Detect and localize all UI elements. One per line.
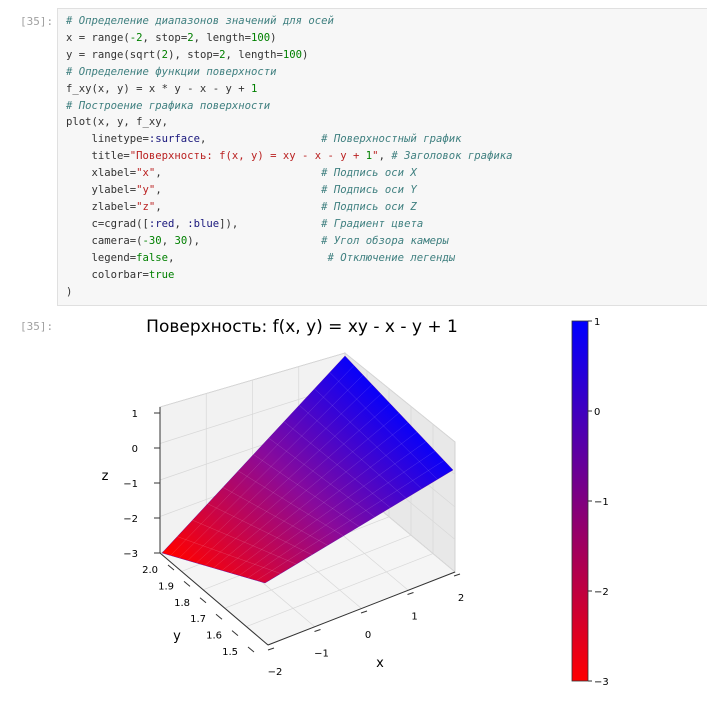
code-line: ) bbox=[66, 285, 73, 298]
z-tick-label: −3 bbox=[123, 549, 138, 560]
x-tick-label: 2 bbox=[458, 593, 464, 604]
code-line: # Определение функции поверхности bbox=[66, 65, 277, 78]
colorbar-tick-label: 1 bbox=[594, 317, 600, 328]
y-tick-label: 1.6 bbox=[206, 631, 222, 642]
z-tick-label: −1 bbox=[123, 479, 138, 490]
x-axis-line bbox=[267, 571, 456, 646]
code-line: plot(x, y, f_xy, bbox=[66, 116, 169, 129]
code-editor[interactable]: # Определение диапазонов значений для ос… bbox=[66, 13, 513, 300]
chart-title: Поверхность: f(x, y) = xy - x - y + 1 bbox=[146, 317, 458, 337]
code-line: f_xy(x, y) = x * y - x - y + 1 bbox=[66, 82, 258, 95]
code-cell-input[interactable]: # Определение диапазонов значений для ос… bbox=[57, 8, 707, 306]
colorbar bbox=[571, 320, 589, 682]
code-line: y = range(sqrt(2), stop=2, length=100) bbox=[66, 48, 309, 61]
output-prompt: [35]: bbox=[20, 320, 54, 333]
code-line: camera=(-30, 30), # Угол обзора камеры bbox=[66, 234, 449, 247]
input-prompt: [35]: bbox=[20, 15, 54, 28]
colorbar-tick-label: −1 bbox=[594, 497, 609, 508]
y-tick-label: 1.8 bbox=[174, 598, 190, 609]
z-tick-label: 1 bbox=[132, 409, 138, 420]
x-axis-label: x bbox=[376, 656, 384, 671]
code-line: ylabel="y", # Подпись оси Y bbox=[66, 184, 417, 197]
x-tick-label: −1 bbox=[314, 649, 329, 660]
y-axis-line bbox=[159, 552, 269, 646]
code-line: zlabel="z", # Подпись оси Z bbox=[66, 200, 417, 213]
y-tick-label: 2.0 bbox=[142, 565, 158, 576]
y-tick-label: 1.7 bbox=[190, 614, 206, 625]
surface-mesh bbox=[161, 355, 454, 584]
colorbar-tick-label: 0 bbox=[594, 407, 600, 418]
axes bbox=[159, 407, 456, 646]
code-line: title="Поверхность: f(x, y) = xy - x - y… bbox=[66, 150, 513, 163]
code-line: c=cgrad([:red, :blue]), # Градиент цвета bbox=[66, 217, 424, 230]
y-tick-label: 1.9 bbox=[158, 581, 174, 592]
z-axis-label: z bbox=[102, 469, 109, 484]
surface-mesh-lines bbox=[170, 365, 445, 581]
colorbar-tick-label: −3 bbox=[594, 677, 609, 688]
code-line: xlabel="x", # Подпись оси X bbox=[66, 167, 417, 180]
y-tick-label: 1.5 bbox=[222, 647, 238, 658]
colorbar-tick-label: −2 bbox=[594, 587, 609, 598]
x-tick-label: −2 bbox=[268, 667, 283, 678]
y-axis-label: y bbox=[173, 629, 181, 644]
code-line: x = range(-2, stop=2, length=100) bbox=[66, 31, 277, 44]
x-tick-label: 1 bbox=[411, 612, 417, 623]
z-tick-label: −2 bbox=[123, 514, 138, 525]
code-line: # Определение диапазонов значений для ос… bbox=[66, 15, 334, 27]
surface-plot: Поверхность: f(x, y) = xy - x - y + 1 1 0… bbox=[102, 317, 609, 688]
x-tick-label: 0 bbox=[365, 630, 371, 641]
code-line: colorbar=true bbox=[66, 268, 175, 281]
code-line: legend=false, # Отключение легенды bbox=[66, 251, 456, 264]
code-line: # Построение графика поверхности bbox=[66, 99, 271, 112]
z-tick-label: 0 bbox=[132, 444, 138, 455]
code-line: linetype=:surface, # Поверхностный графи… bbox=[66, 133, 462, 146]
